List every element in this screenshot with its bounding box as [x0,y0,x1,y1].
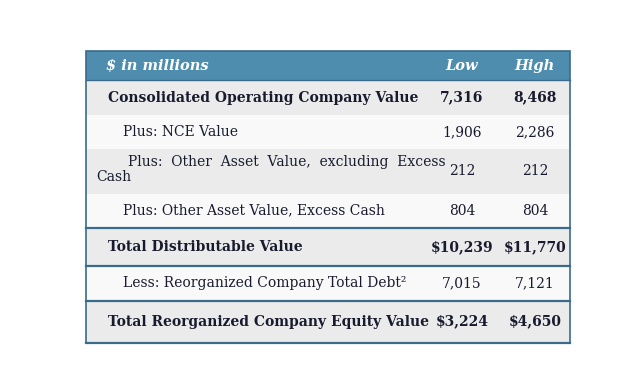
Text: Cash: Cash [96,170,131,184]
Text: $ in millions: $ in millions [106,59,209,73]
Text: 7,015: 7,015 [442,277,482,290]
Bar [86,266,570,301]
Text: 1,906: 1,906 [442,125,482,139]
Text: 212: 212 [449,164,475,178]
Text: 2,286: 2,286 [515,125,554,139]
Text: Plus: Other Asset Value, Excess Cash: Plus: Other Asset Value, Excess Cash [123,204,385,218]
Text: 7,316: 7,316 [440,90,484,105]
Bar [86,51,570,80]
Text: 7,121: 7,121 [515,277,555,290]
Text: $11,770: $11,770 [504,240,566,254]
Bar [86,193,570,228]
Text: High: High [515,59,555,73]
Text: Plus:  Other  Asset  Value,  excluding  Excess: Plus: Other Asset Value, excluding Exces… [128,154,445,168]
Bar [86,80,570,115]
Text: Low: Low [445,59,478,73]
Text: Consolidated Operating Company Value: Consolidated Operating Company Value [108,90,419,105]
Text: 804: 804 [522,204,548,218]
Text: $3,224: $3,224 [435,315,488,328]
Text: Less: Reorganized Company Total Debt²: Less: Reorganized Company Total Debt² [123,277,406,290]
Text: Total Reorganized Company Equity Value: Total Reorganized Company Equity Value [108,315,429,328]
Text: 804: 804 [449,204,475,218]
Text: $10,239: $10,239 [431,240,493,254]
Text: Plus: NCE Value: Plus: NCE Value [123,125,238,139]
Bar [86,228,570,266]
Text: 212: 212 [522,164,548,178]
Text: Total Distributable Value: Total Distributable Value [108,240,303,254]
Bar [86,301,570,342]
Bar [86,115,570,149]
Text: $4,650: $4,650 [508,315,561,328]
Bar [86,149,570,193]
Text: 8,468: 8,468 [513,90,557,105]
